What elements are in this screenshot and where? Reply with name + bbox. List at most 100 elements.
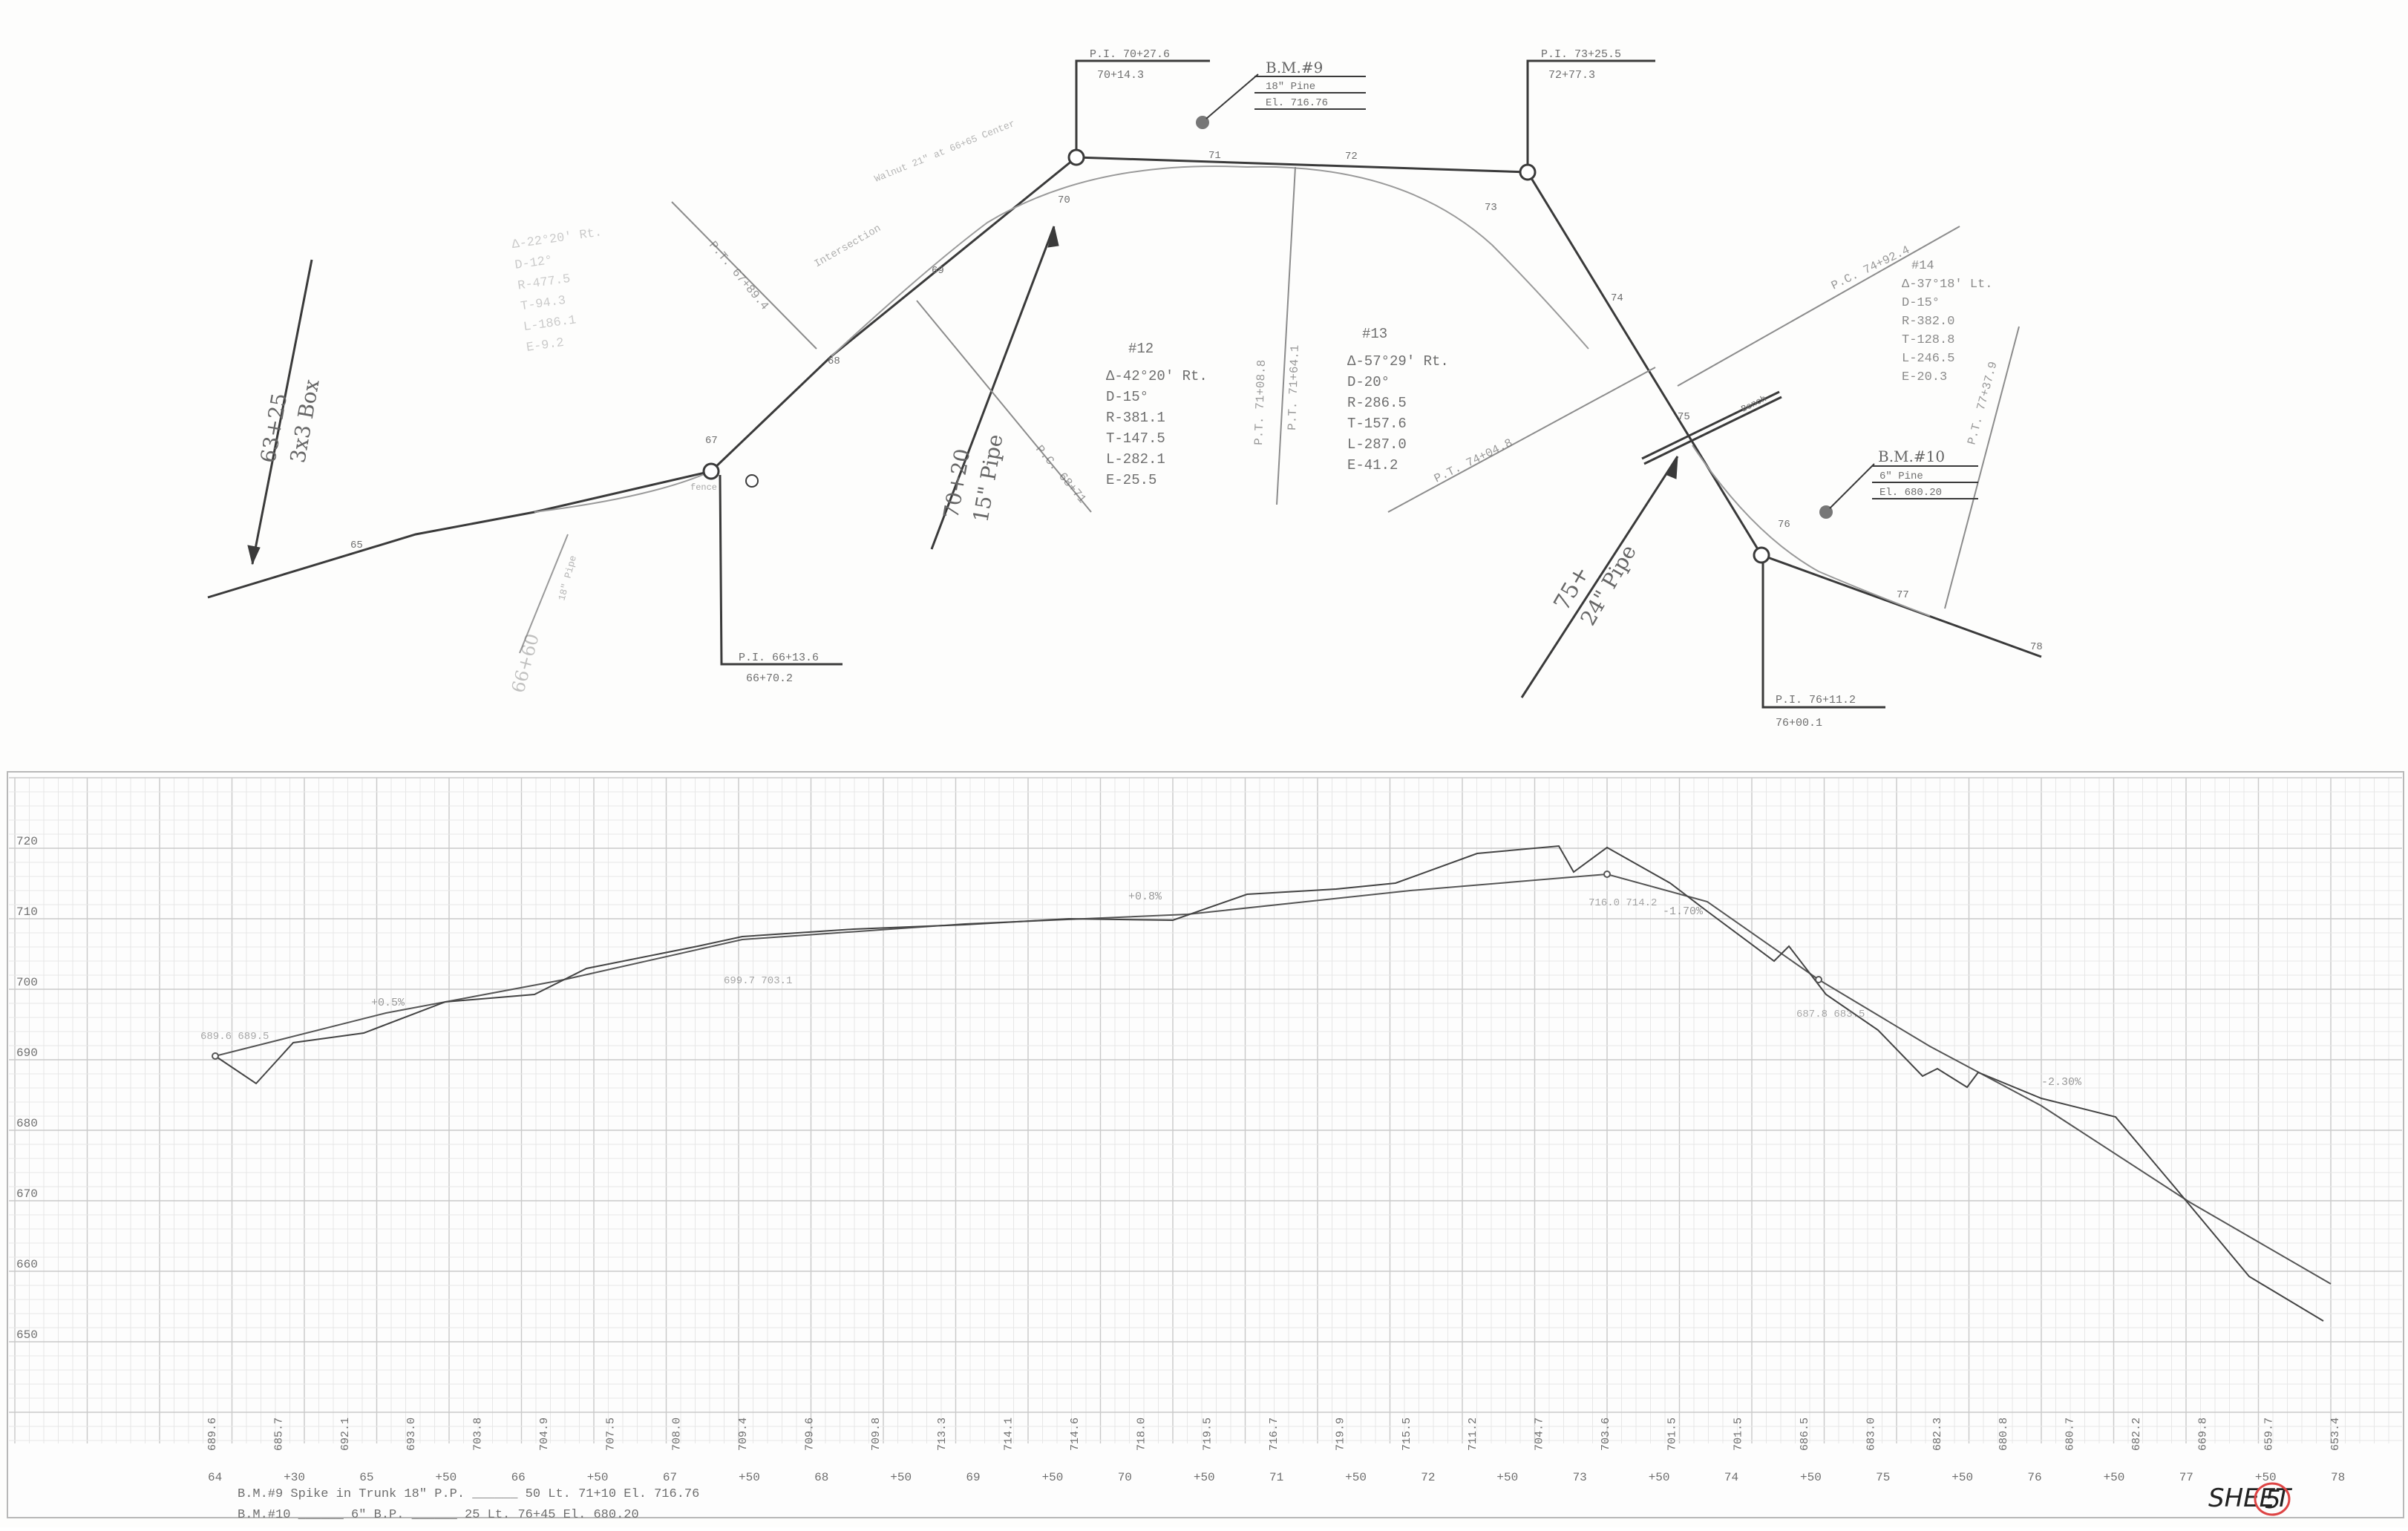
culvert-pipe-line [519,534,569,654]
ground-elevation: 704.9 [538,1417,551,1451]
ground-elevation: 716.7 [1268,1417,1280,1451]
ground-elevation: 715.5 [1401,1417,1413,1451]
curve-line: T-94.3 [520,294,566,314]
ground-elevation: 708.0 [671,1417,684,1451]
curve-data-14: #14 Δ-37°18' Lt. D-15° R-382.0 T-128.8 L… [1902,259,1992,384]
pi-leader [1075,59,1210,150]
pi-marker [702,462,720,480]
ground-elevation: 669.8 [2196,1417,2209,1451]
elevation-label: 690 [16,1046,38,1060]
ground-elevation: 701.5 [1733,1417,1745,1451]
curve-line: R-381.1 [1106,410,1165,426]
station-label: 64 [208,1471,222,1484]
plan-annotations: P.I. 70+27.6 70+14.3 P.I. 73+25.5 72+77.… [255,48,2042,730]
curve-line: D-12° [514,254,553,273]
ground-elevation: 701.5 [1666,1417,1678,1451]
pt-label: P.T. 77+37.9 [1965,360,2000,446]
centerline-stations: 65 67 68 69 70 71 72 73 74 75 76 77 78 [350,150,2043,653]
culvert-pipe-line [1520,456,1679,698]
pi-label: P.I. 70+27.6 [1090,48,1170,61]
curve-line: T-157.6 [1347,416,1407,432]
elevation-label: 660 [16,1258,38,1271]
ground-elevation: 707.5 [604,1417,617,1451]
curve-line: L-282.1 [1106,451,1165,468]
pi-label: 76+00.1 [1776,717,1822,730]
grade-note: -2.30% [2041,1076,2082,1089]
bm-symbol [1819,505,1833,519]
station-label: 72 [1421,1471,1435,1484]
ground-elevation: 719.5 [1202,1417,1214,1451]
curve-12 [831,165,1248,357]
station-tick: 74 [1611,292,1623,304]
grade-note: -1.70% [1663,905,1704,918]
station-tick: 76 [1778,519,1790,531]
station-label: 74 [1724,1471,1738,1484]
pt-label: P.C. 68+71 [1033,443,1089,506]
curve-data-13: #13 Δ-57°29' Rt. D-20° R-286.5 T-157.6 L… [1347,326,1449,473]
pt-label: P.T. 71+08.8 [1252,359,1269,445]
vpi-marker [212,1052,219,1060]
ground-elevation: 714.1 [1003,1417,1015,1451]
bm-leader [1829,463,1875,509]
curve-line: D-15° [1902,296,1940,310]
culvert-arrow [1047,226,1059,248]
station-label: +50 [435,1471,457,1484]
vpi-note: 687.8 683.5 [1796,1009,1865,1020]
vpi-note: 689.6 689.5 [200,1031,269,1043]
curve-line: E-9.2 [526,336,565,355]
station-label: +50 [1042,1471,1064,1484]
bm-desc: El. 680.20 [1879,487,1942,499]
curve-line: E-25.5 [1106,472,1156,488]
ground-elevation: 709.4 [737,1417,750,1451]
bm-title: B.M.#10 [1878,448,1945,465]
curve-14 [1692,445,1931,617]
station-label: +50 [2255,1471,2277,1484]
ground-elevation: 692.1 [339,1417,352,1451]
curve-line: Δ-42°20' Rt. [1106,368,1208,384]
curve-line: T-147.5 [1106,430,1165,447]
ground-elevation: 719.9 [1334,1417,1347,1451]
ground-line [215,845,2324,1322]
sheet-number: SHEET 5 [2208,1482,2292,1516]
pi-marker [1067,148,1085,166]
ground-elevation: 711.2 [1467,1417,1479,1451]
pi-marker [1519,163,1537,181]
station-label: +50 [890,1471,912,1484]
curve-line: Δ-22°20' Rt. [511,226,603,252]
station-tick: 73 [1485,202,1497,214]
station-label: 67 [663,1471,677,1484]
station-tick: 70 [1058,194,1070,206]
misc-note: Walnut 21" at 66+65 Center [873,118,1017,185]
bm-desc: 6" Pine [1879,471,1923,482]
station-label: 78 [2331,1471,2345,1484]
station-label: 66 [511,1471,526,1484]
bm-leader [1205,73,1259,119]
station-label: 65 [359,1471,373,1484]
station-tick: 75 [1678,411,1690,423]
station-tick: 67 [705,435,718,447]
pi-leader [719,474,843,666]
ground-elevation: 704.7 [1534,1417,1546,1451]
station-label: +50 [1194,1471,1215,1484]
sheet-label: SHEET [2208,1484,2292,1513]
vpi-note: 699.7 703.1 [724,975,792,987]
culvert-station: 66+60 [508,632,543,695]
vpi-marker [1815,976,1822,983]
misc-note: 18" Pipe [556,554,579,602]
ground-elevation: 703.6 [1600,1417,1612,1451]
station-label: 70 [1118,1471,1132,1484]
station-label: 69 [966,1471,980,1484]
station-label: +50 [1496,1471,1518,1484]
station-label: +50 [739,1471,760,1484]
curve-line: E-41.2 [1347,457,1398,473]
pi-leader [1761,563,1885,709]
pi-marker [1753,546,1770,564]
station-tick: 72 [1345,151,1358,163]
ground-elevation: 683.0 [1865,1417,1877,1451]
sheet-number-circle [2254,1482,2291,1516]
station-tick: 69 [932,265,944,277]
misc-note: fence [690,482,717,493]
curve-line: T-128.8 [1902,333,1954,347]
ground-elevation: 713.3 [936,1417,949,1451]
pi-label: 66+70.2 [746,672,793,685]
